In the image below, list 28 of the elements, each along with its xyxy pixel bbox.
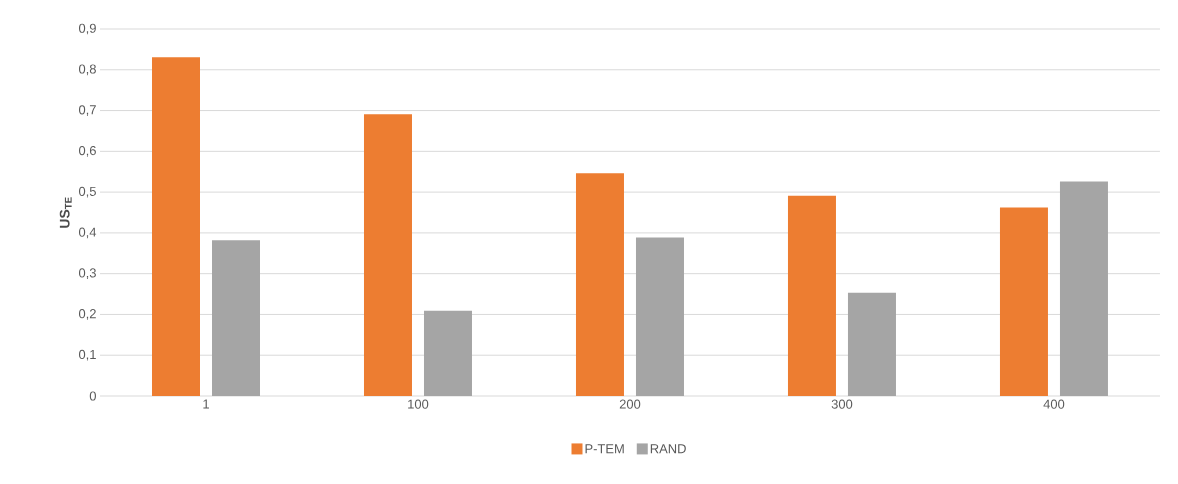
bar	[212, 240, 260, 396]
bar	[847, 292, 896, 396]
y-tick-label: 0,9	[78, 23, 96, 35]
bar	[787, 195, 836, 396]
x-tick-label: 300	[831, 399, 853, 409]
bar	[999, 207, 1048, 396]
bar	[423, 310, 472, 396]
bar	[635, 237, 684, 396]
y-tick-label: 0,2	[78, 309, 96, 320]
y-tick-label: 0,1	[78, 349, 96, 361]
y-tick-label: 0,5	[78, 186, 96, 198]
x-tick-label: 400	[1043, 399, 1065, 409]
y-tick-label: 0,6	[78, 145, 96, 157]
y-tick-label: 0,4	[78, 227, 97, 239]
x-tick-label: 200	[619, 399, 641, 409]
bar	[152, 57, 200, 396]
bar	[575, 173, 624, 396]
legend-label: RAND	[650, 444, 686, 454]
legend-label: P-TEM	[585, 444, 624, 454]
y-tick-label: 0	[89, 391, 96, 401]
x-tick-label: 100	[408, 399, 429, 409]
bar	[1059, 181, 1108, 396]
y-tick-label: 0,8	[78, 64, 96, 76]
bar	[363, 114, 412, 396]
y-tick-label: 0,3	[78, 268, 96, 280]
y-axis-title: US$_{TE}$	[59, 197, 72, 228]
x-tick-label: 1	[203, 399, 209, 409]
y-tick-label: 0,7	[78, 105, 96, 116]
